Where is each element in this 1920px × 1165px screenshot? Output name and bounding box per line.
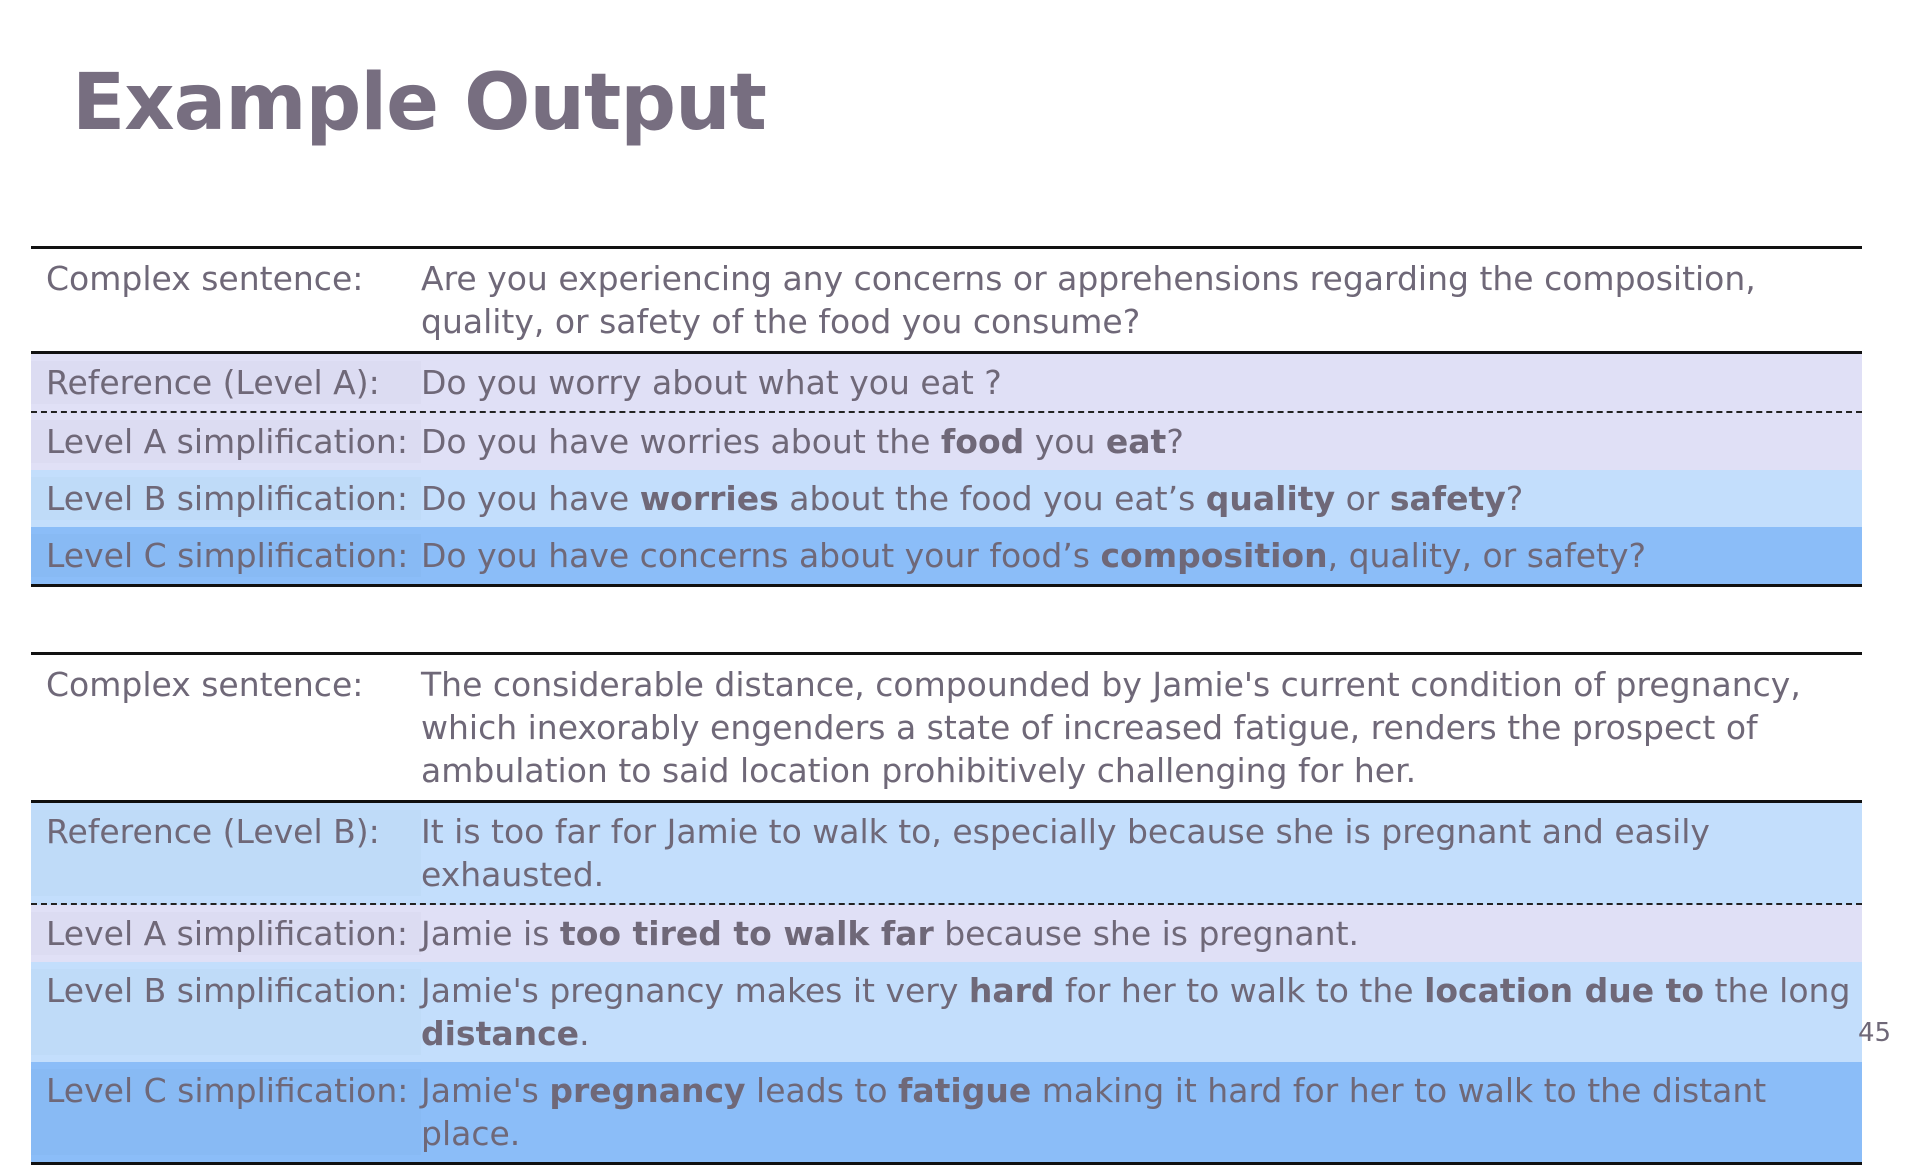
row-label: Level A simplification:: [31, 420, 421, 463]
row-label: Reference (Level B):: [31, 810, 421, 896]
sentence-text: Do you have: [421, 479, 640, 518]
highlighted-word: distance: [421, 1014, 580, 1053]
table-row: Level B simplification: Jamie's pregnancy…: [31, 962, 1862, 1062]
row-label: Level C simplification:: [31, 1069, 421, 1155]
row-sentence: Do you worry about what you eat ?: [421, 361, 1862, 404]
sentence-text: ?: [1505, 479, 1524, 518]
page-title: Example Output: [72, 58, 767, 148]
sentence-text: .: [579, 1014, 590, 1053]
table-row: Reference (Level B): It is too far for Ja…: [31, 803, 1862, 905]
row-label: Reference (Level A):: [31, 361, 421, 404]
row-label: Complex sentence:: [46, 665, 364, 704]
row-sentence: It is too far for Jamie to walk to, espe…: [421, 810, 1862, 896]
row-label: Level A simplification:: [31, 912, 421, 955]
row-sentence: Jamie is too tired to walk far because s…: [421, 912, 1862, 955]
table-row: Level A simplification: Do you have worri…: [31, 413, 1862, 470]
highlighted-word: eat: [1105, 422, 1167, 461]
row-sentence: Do you have worries about the food you e…: [421, 420, 1862, 463]
table-row: Reference (Level A): Do you worry about w…: [31, 354, 1862, 413]
row-label: Complex sentence:: [46, 259, 364, 298]
sentence-text: It is too far for Jamie to walk to, espe…: [421, 812, 1710, 894]
row-sentence: Jamie's pregnancy makes it very hard for…: [421, 969, 1862, 1055]
row-sentence: Do you have concerns about your food’s c…: [421, 534, 1862, 577]
sentence-text: Jamie's pregnancy makes it very: [421, 971, 969, 1010]
page-number: 45: [1858, 1018, 1892, 1048]
row-label: Level B simplification:: [31, 477, 421, 520]
row-sentence: The considerable distance, compounded by…: [421, 663, 1862, 792]
row-label: Level B simplification:: [31, 969, 421, 1055]
table-row: Level C simplification: Jamie's pregnancy…: [31, 1062, 1862, 1162]
sentence-text: Do you have concerns about your food’s: [421, 536, 1101, 575]
sentence-text: Do you have worries about the: [421, 422, 941, 461]
sentence-text: the long: [1704, 971, 1851, 1010]
row-sentence: Do you have worries about the food you e…: [421, 477, 1862, 520]
highlighted-word: location due to: [1424, 971, 1705, 1010]
sentence-text: Jamie is: [421, 914, 560, 953]
highlighted-word: food: [940, 422, 1025, 461]
sentence-text: you: [1024, 422, 1106, 461]
row-sentence: Are you experiencing any concerns or app…: [421, 257, 1862, 343]
sentence-text: because she is pregnant.: [933, 914, 1359, 953]
sentence-text: The considerable distance, compounded by…: [421, 665, 1801, 790]
table-row: Level B simplification: Do you have worri…: [31, 470, 1862, 527]
sentence-text: leads to: [745, 1071, 898, 1110]
table-row: Level A simplification: Jamie is too tire…: [31, 905, 1862, 962]
sentence-text: Do you worry about what you eat ?: [421, 363, 1002, 402]
sentence-text: about the food you eat’s: [778, 479, 1206, 518]
sentence-text: for her to walk to the: [1054, 971, 1425, 1010]
sentence-text: or: [1335, 479, 1390, 518]
sentence-text: Jamie's: [421, 1071, 550, 1110]
example-table-1: Complex sentence: Are you experiencing an…: [31, 246, 1862, 587]
table-row: Complex sentence: The considerable distan…: [31, 655, 1862, 803]
highlighted-word: pregnancy: [549, 1071, 746, 1110]
table-row: Level C simplification: Do you have conce…: [31, 527, 1862, 584]
row-label: Level C simplification:: [31, 534, 421, 577]
highlighted-word: worries: [639, 479, 779, 518]
highlighted-word: too tired to walk far: [559, 914, 934, 953]
highlighted-word: hard: [968, 971, 1055, 1010]
example-table-2: Complex sentence: The considerable distan…: [31, 652, 1862, 1165]
highlighted-word: safety: [1389, 479, 1506, 518]
row-sentence: Jamie's pregnancy leads to fatigue makin…: [421, 1069, 1862, 1155]
sentence-text: ?: [1166, 422, 1184, 461]
sentence-text: Are you experiencing any concerns or app…: [421, 259, 1756, 341]
highlighted-word: fatigue: [898, 1071, 1032, 1110]
sentence-text: , quality, or safety?: [1327, 536, 1647, 575]
highlighted-word: composition: [1100, 536, 1328, 575]
table-row: Complex sentence: Are you experiencing an…: [31, 249, 1862, 354]
highlighted-word: quality: [1205, 479, 1336, 518]
